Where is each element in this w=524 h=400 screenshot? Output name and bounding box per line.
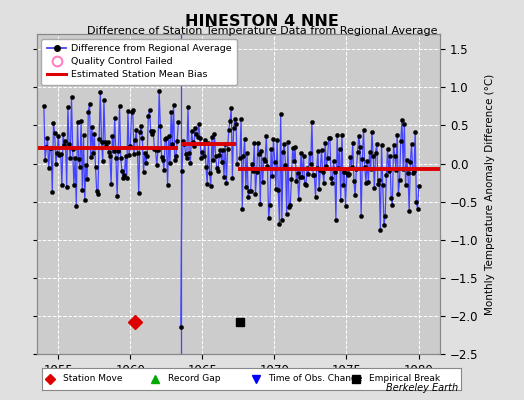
Text: Time of Obs. Change: Time of Obs. Change (268, 374, 363, 383)
Text: Berkeley Earth: Berkeley Earth (386, 383, 458, 393)
Text: Difference of Station Temperature Data from Regional Average: Difference of Station Temperature Data f… (87, 26, 437, 36)
Y-axis label: Monthly Temperature Anomaly Difference (°C): Monthly Temperature Anomaly Difference (… (485, 73, 495, 315)
Text: Empirical Break: Empirical Break (369, 374, 440, 383)
Legend: Difference from Regional Average, Quality Control Failed, Estimated Station Mean: Difference from Regional Average, Qualit… (41, 39, 237, 85)
Text: Record Gap: Record Gap (168, 374, 220, 383)
Text: HINESTON 4 NNE: HINESTON 4 NNE (185, 14, 339, 29)
Text: Station Move: Station Move (63, 374, 123, 383)
